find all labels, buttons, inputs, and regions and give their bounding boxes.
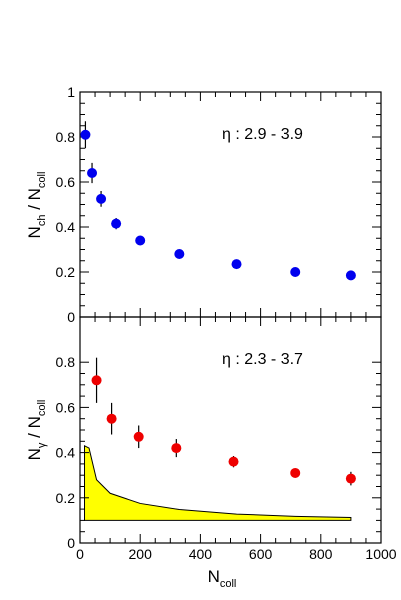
x-tick-label: 200: [129, 546, 153, 562]
data-point: [345, 270, 356, 281]
data-point: [228, 456, 239, 467]
y-tick-label: 0.4: [56, 219, 76, 235]
y-tick-label: 0.2: [56, 264, 76, 280]
y-tick-label: 0.8: [56, 354, 76, 370]
data-point: [111, 218, 122, 229]
top-y-axis-label: Nch / Ncoll: [25, 172, 48, 239]
data-point: [96, 193, 107, 204]
data-point: [290, 467, 301, 478]
bottom-y-axis-label: Nγ / Ncoll: [25, 400, 48, 461]
top-eta-annotation: η : 2.9 - 3.9: [222, 126, 303, 143]
data-point: [174, 249, 185, 259]
data-point: [345, 473, 356, 484]
systematic-band: [84, 445, 352, 521]
data-point: [171, 443, 182, 454]
x-tick-label: 800: [309, 546, 333, 562]
x-tick-label: 400: [189, 546, 213, 562]
top-panel: 0 0.2 0.4 0.6 0.8 1 η : 2.9 - 3.9 Nch / Ncoll: [25, 84, 382, 325]
data-point: [106, 413, 117, 424]
bottom-eta-annotation: η : 2.3 - 3.7: [222, 351, 303, 368]
data-point: [80, 129, 91, 140]
bottom-panel: 0 0.2 0.4 0.6 0.8 0 200 400 600 800 1000 η : 2.3 …: [25, 316, 397, 590]
data-point: [87, 168, 98, 178]
y-tick-label: 0.6: [56, 399, 76, 415]
y-tick-label: 0: [67, 309, 75, 325]
y-tick-label: 0.4: [56, 445, 76, 461]
data-point: [91, 375, 102, 386]
data-point: [290, 267, 301, 277]
x-tick-label: 0: [76, 546, 84, 562]
y-tick-label: 1: [67, 84, 75, 100]
x-tick-label: 1000: [365, 546, 396, 562]
y-tick-label: 0: [67, 535, 75, 551]
x-tick-label: 600: [249, 546, 273, 562]
data-point: [231, 259, 242, 270]
y-tick-label: 0.8: [56, 129, 76, 145]
data-point: [133, 431, 144, 442]
x-axis-label: Ncoll: [208, 567, 237, 590]
y-tick-label: 0.2: [56, 490, 76, 506]
y-tick-label: 0.6: [56, 174, 76, 190]
data-point: [135, 235, 146, 246]
